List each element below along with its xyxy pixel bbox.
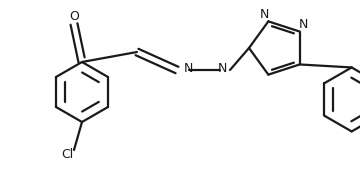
Text: O: O — [69, 11, 79, 23]
Text: Cl: Cl — [61, 149, 73, 161]
Text: N: N — [299, 18, 308, 31]
Text: N: N — [217, 63, 227, 75]
Text: N: N — [260, 8, 269, 21]
Text: N: N — [184, 63, 193, 75]
